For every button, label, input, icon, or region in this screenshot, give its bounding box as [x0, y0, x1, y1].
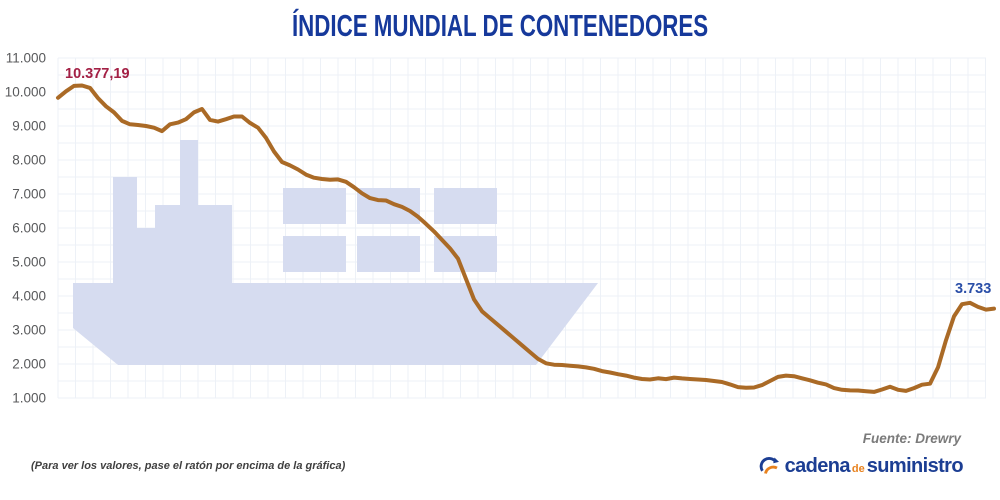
container-ship-watermark — [73, 140, 598, 365]
wci-index-line[interactable] — [56, 83, 996, 394]
ship-superstructure — [155, 205, 232, 283]
container-box — [434, 188, 497, 224]
hover-hint-text: (Para ver los valores, pase el ratón por… — [31, 460, 346, 472]
y-axis-tick-label: 5.000 — [12, 255, 46, 270]
y-axis-tick-label: 9.000 — [12, 119, 46, 134]
y-axis-tick-label: 6.000 — [12, 221, 46, 236]
ship-hull — [73, 283, 598, 365]
brand-logo-text: cadena de suministro — [784, 455, 964, 478]
y-axis-tick-label: 1.000 — [12, 391, 46, 406]
ship-funnel — [180, 140, 198, 206]
logo-word-de: de — [851, 463, 865, 475]
page-title: ÍNDICE MUNDIAL DE CONTENEDORES — [0, 8, 1000, 44]
circular-arrows-icon — [759, 457, 779, 474]
logo-word-suministro: suministro — [866, 455, 964, 477]
y-axis-tick-label: 11.000 — [6, 51, 46, 66]
container-box — [357, 236, 420, 272]
y-axis-tick-label: 3.000 — [12, 323, 46, 338]
container-box — [283, 236, 346, 272]
y-axis-tick-label: 8.000 — [12, 153, 46, 168]
y-axis-tick-label: 2.000 — [12, 357, 46, 372]
ship-deckhouse — [137, 228, 155, 283]
max-value-label: 10.377,19 — [65, 66, 130, 82]
y-axis-tick-label: 7.000 — [12, 187, 46, 202]
ship-bridge — [113, 177, 137, 283]
container-box — [283, 188, 346, 224]
y-axis-tick-label: 10.000 — [5, 85, 46, 100]
container-box — [357, 188, 420, 224]
page-title-text: ÍNDICE MUNDIAL DE CONTENEDORES — [291, 8, 709, 43]
source-credit: Fuente: Drewry — [862, 431, 961, 446]
current-value-label: 3.733 — [955, 281, 992, 297]
brand-logo[interactable]: cadena de suministro — [758, 455, 964, 478]
y-axis-tick-label: 4.000 — [12, 289, 46, 304]
logo-word-cadena: cadena — [784, 455, 851, 477]
